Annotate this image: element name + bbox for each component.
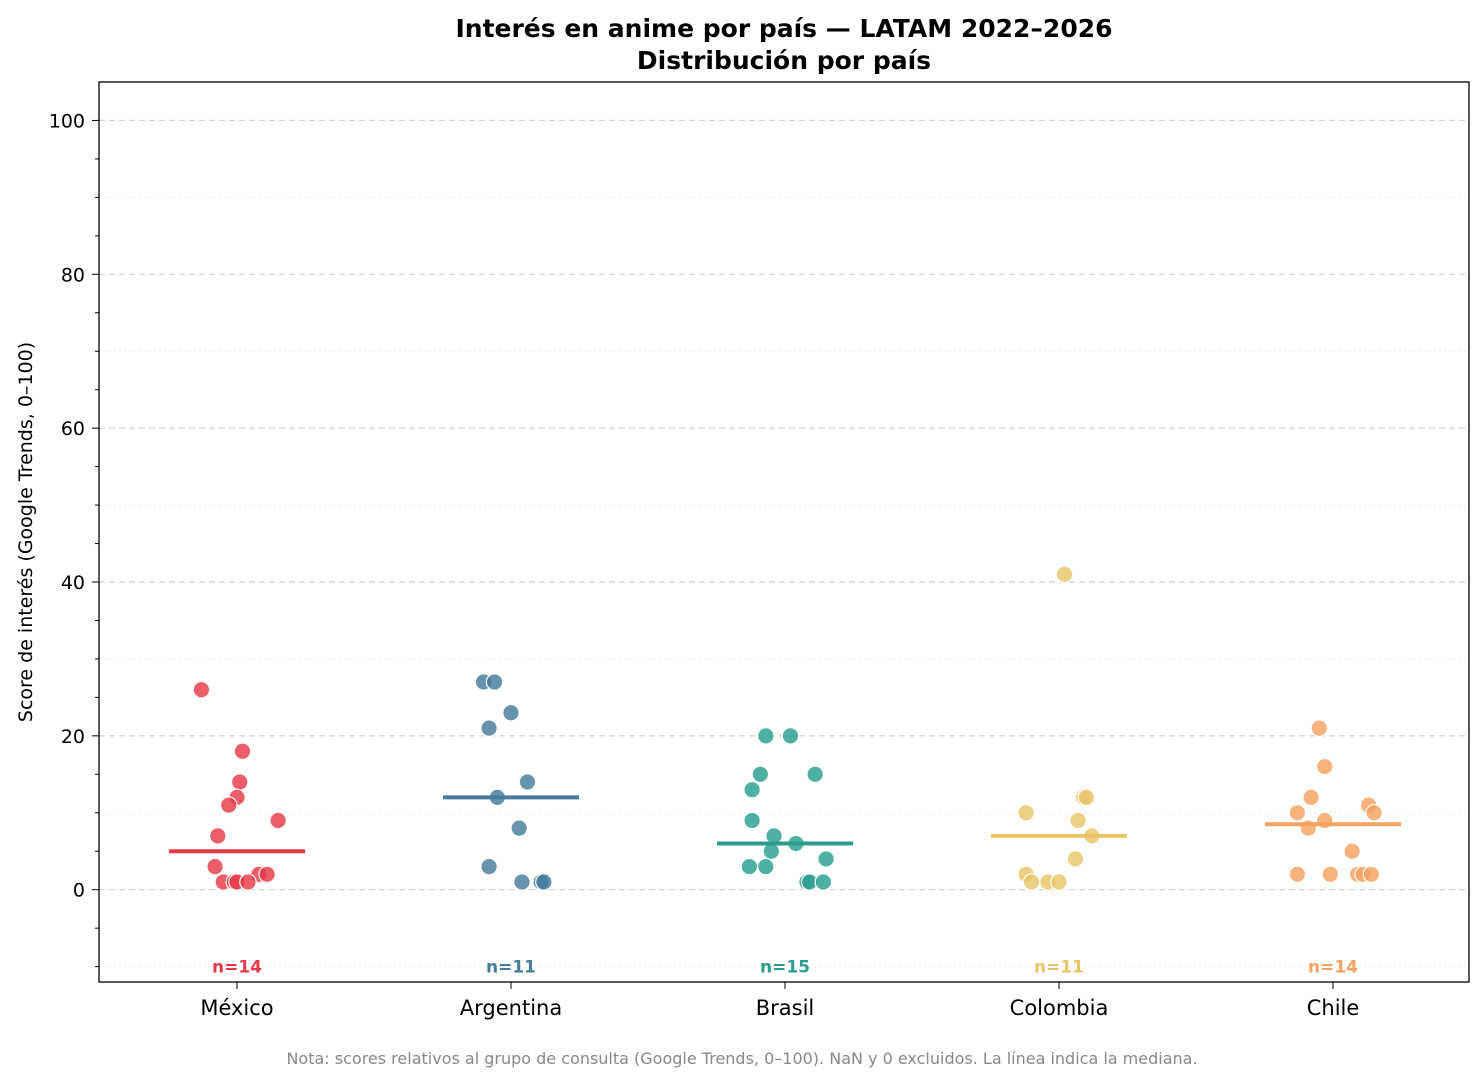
data-point [269,811,287,830]
data-point [258,865,276,884]
data-point [1288,803,1307,822]
data-point [480,719,498,737]
data-point [206,857,224,876]
x-tick-label: Chile [1307,996,1360,1020]
count-label: n=14 [1308,958,1358,978]
data-point [239,873,257,891]
count-labels: n=14 n=11 n=15 n=11 n=14 [212,958,1358,978]
plot-frame [98,81,1470,983]
data-point [781,727,800,745]
y-axis-label: Score de interés (Google Trends, 0–100) [15,342,37,722]
data-point [1343,842,1361,861]
data-point [192,680,211,699]
count-label: n=11 [486,958,536,978]
chart-subtitle: Distribución por país [637,46,931,75]
y-tick-label: 0 [73,880,85,902]
x-tick-label: Brasil [756,996,815,1020]
data-point [233,742,252,761]
data-point [1066,850,1085,868]
data-point [814,873,833,891]
data-point [219,796,238,814]
data-point [743,811,761,830]
data-point [1302,788,1320,807]
data-point [817,850,835,868]
data-point [480,857,498,876]
data-point [1055,565,1074,584]
chart-title: Interés en anime por país — LATAM 2022–2… [455,14,1112,43]
data-point [1069,811,1087,830]
count-label: n=11 [1034,958,1084,978]
x-tick-label: México [200,996,273,1020]
data-point [1362,865,1381,884]
data-point [230,773,249,791]
data-point [502,703,520,722]
data-point [1017,803,1035,822]
data-point [1022,873,1041,891]
count-label: n=14 [212,958,262,978]
data-point [1077,788,1096,807]
data-point [535,873,553,891]
data-point [1050,873,1068,891]
data-point [209,827,227,845]
median-lines [169,795,1401,854]
y-tick-label: 40 [61,572,85,594]
y-axis: 0 20 40 60 80 100 [49,110,99,968]
data-points [192,565,1383,891]
data-point [518,773,537,791]
data-point [751,765,770,784]
data-point [1310,719,1329,737]
data-point [757,857,775,876]
data-point [806,765,824,784]
grid [99,119,1469,968]
data-point [513,873,531,891]
y-tick-label: 100 [49,110,85,132]
x-tick-label: Colombia [1010,996,1109,1020]
data-point [1365,803,1383,822]
y-tick-label: 20 [61,726,85,748]
x-axis: México Argentina Brasil Colombia Chile [200,982,1359,1020]
x-tick-label: Argentina [460,996,562,1020]
data-point [510,819,529,837]
data-point [1315,757,1334,776]
data-point [1321,865,1340,884]
data-point [1288,865,1307,884]
y-tick-label: 60 [61,418,85,440]
data-point [740,857,759,876]
footnote: Nota: scores relativos al grupo de consu… [286,1049,1197,1068]
y-tick-label: 80 [61,264,85,286]
count-label: n=15 [760,958,810,978]
data-point [743,780,761,799]
data-point [485,673,504,691]
data-point [757,727,775,745]
